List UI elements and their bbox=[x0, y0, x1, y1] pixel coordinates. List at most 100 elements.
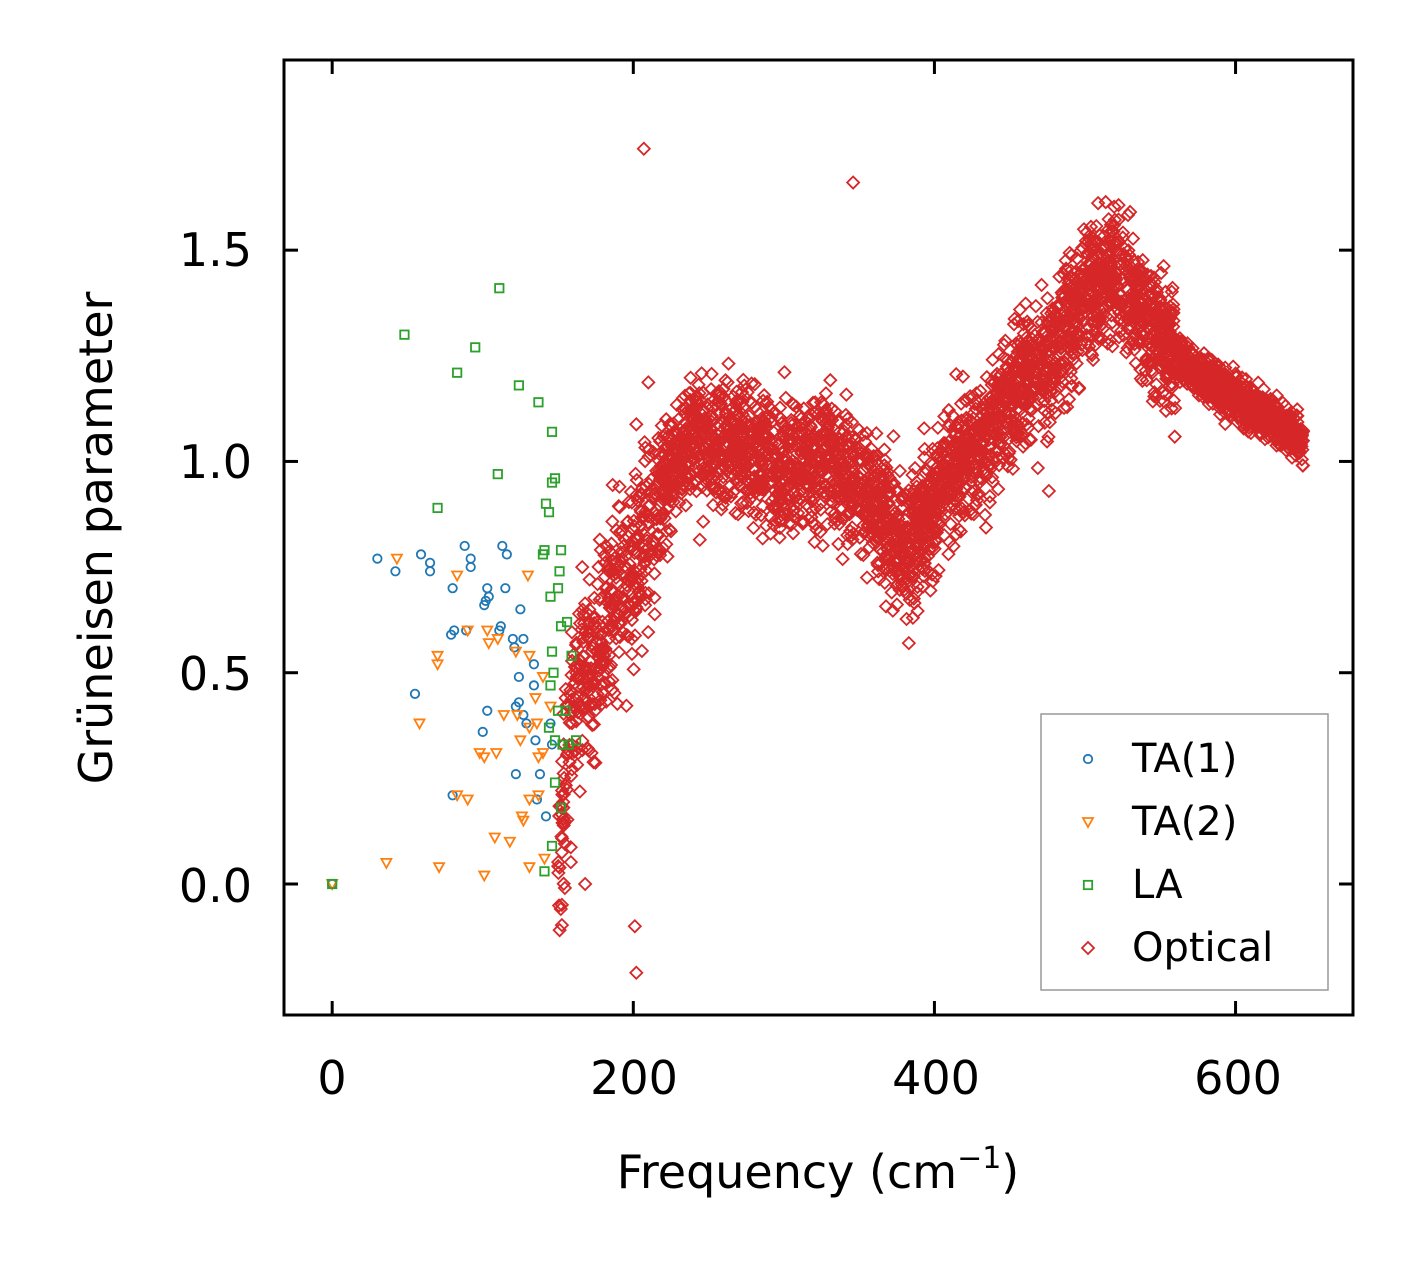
data-point-optical bbox=[969, 393, 984, 409]
data-point-optical bbox=[739, 449, 755, 465]
data-point-ta-2 bbox=[531, 752, 545, 765]
data-point-la bbox=[543, 507, 555, 518]
data-point-optical bbox=[989, 404, 1004, 420]
data-point-optical bbox=[902, 554, 917, 569]
data-point-optical bbox=[709, 386, 724, 401]
data-point-optical bbox=[659, 524, 674, 539]
data-point-optical bbox=[968, 401, 983, 417]
data-point-ta-1 bbox=[372, 553, 383, 564]
data-point-optical bbox=[983, 447, 998, 462]
data-point-optical bbox=[955, 369, 971, 384]
data-point-optical bbox=[746, 505, 762, 520]
data-point-optical bbox=[601, 563, 616, 579]
data-point-optical bbox=[864, 450, 880, 465]
data-point-optical bbox=[929, 447, 944, 463]
data-point-optical bbox=[675, 481, 690, 496]
data-point-optical bbox=[1057, 355, 1072, 371]
x-tick-label: 600 bbox=[1194, 1051, 1282, 1105]
data-point-optical bbox=[1008, 429, 1024, 445]
data-point-optical bbox=[807, 534, 822, 550]
data-point-optical bbox=[660, 549, 675, 564]
data-point-optical bbox=[907, 460, 923, 476]
data-point-optical bbox=[924, 540, 940, 556]
data-point-optical bbox=[1053, 317, 1068, 332]
data-point-optical bbox=[1101, 293, 1117, 309]
data-point-la bbox=[546, 426, 558, 437]
data-point-optical bbox=[838, 507, 853, 523]
data-point-optical bbox=[1149, 309, 1165, 325]
data-point-optical bbox=[1038, 355, 1054, 370]
data-point-optical bbox=[704, 366, 719, 382]
data-point-optical bbox=[817, 398, 832, 413]
data-point-optical bbox=[853, 502, 869, 517]
data-point-optical bbox=[1040, 313, 1056, 329]
data-point-optical bbox=[655, 506, 671, 522]
data-point-optical bbox=[606, 624, 621, 640]
data-point-ta-2 bbox=[431, 650, 445, 663]
data-point-optical bbox=[998, 407, 1014, 422]
data-point-optical bbox=[948, 527, 964, 542]
data-point-optical bbox=[813, 524, 828, 540]
data-point-optical bbox=[803, 484, 819, 500]
data-point-optical bbox=[695, 514, 711, 529]
data-point-optical bbox=[578, 624, 594, 639]
data-point-optical bbox=[973, 471, 989, 486]
data-point-ta-2 bbox=[379, 857, 393, 870]
data-point-optical bbox=[882, 563, 897, 579]
data-point-optical bbox=[1109, 265, 1125, 281]
data-point-optical bbox=[640, 624, 656, 640]
data-point-optical bbox=[1165, 280, 1180, 296]
data-point-optical bbox=[1117, 241, 1133, 257]
data-point-optical bbox=[1114, 272, 1129, 287]
data-point-optical bbox=[715, 497, 731, 512]
data-point-optical bbox=[609, 553, 624, 569]
data-point-optical bbox=[1207, 359, 1222, 375]
data-point-la bbox=[399, 329, 410, 340]
data-point-optical bbox=[901, 635, 917, 651]
data-point-ta-2 bbox=[521, 570, 535, 583]
data-point-optical bbox=[916, 450, 932, 465]
data-point-ta-2 bbox=[509, 646, 523, 659]
data-point-ta-1 bbox=[477, 726, 488, 737]
legend-label-ta2: TA(2) bbox=[1131, 799, 1237, 845]
data-point-optical bbox=[1010, 313, 1026, 329]
data-point-optical bbox=[925, 478, 941, 493]
data-point-optical bbox=[1023, 432, 1039, 448]
data-point-optical bbox=[702, 462, 717, 477]
data-point-optical bbox=[981, 413, 996, 428]
data-point-ta-1 bbox=[518, 633, 529, 645]
data-point-ta-1 bbox=[482, 705, 493, 716]
data-point-optical bbox=[1159, 368, 1174, 383]
data-point-ta-1 bbox=[528, 680, 540, 691]
data-point-optical bbox=[1045, 301, 1060, 316]
data-point-optical bbox=[896, 491, 911, 507]
data-point-optical bbox=[1011, 373, 1026, 388]
data-point-optical bbox=[696, 385, 711, 400]
legend: TA(1) TA(2) LA Optical bbox=[1040, 713, 1329, 991]
data-point-ta-1 bbox=[459, 540, 470, 552]
data-point-optical bbox=[827, 516, 842, 531]
data-point-optical bbox=[897, 582, 912, 598]
data-point-optical bbox=[825, 431, 841, 446]
data-point-optical bbox=[1134, 304, 1149, 319]
data-point-optical bbox=[1063, 364, 1078, 380]
data-point-optical bbox=[1238, 384, 1254, 399]
data-point-optical bbox=[756, 482, 772, 498]
data-point-optical bbox=[1073, 323, 1088, 339]
data-point-optical bbox=[1159, 371, 1175, 386]
data-point-optical bbox=[1105, 315, 1120, 330]
data-point-optical bbox=[593, 542, 609, 558]
data-point-optical bbox=[694, 366, 709, 381]
data-point-optical bbox=[651, 544, 667, 559]
data-point-optical bbox=[630, 579, 645, 595]
data-point-optical bbox=[1104, 308, 1119, 323]
data-point-optical bbox=[750, 440, 766, 455]
data-point-ta-1 bbox=[528, 659, 540, 670]
data-point-optical bbox=[981, 458, 996, 474]
data-point-optical bbox=[1133, 371, 1149, 386]
data-point-optical bbox=[835, 551, 850, 567]
data-point-optical bbox=[804, 430, 819, 445]
data-point-optical bbox=[1059, 262, 1075, 278]
data-point-optical bbox=[768, 513, 783, 529]
data-point-optical bbox=[925, 535, 941, 551]
